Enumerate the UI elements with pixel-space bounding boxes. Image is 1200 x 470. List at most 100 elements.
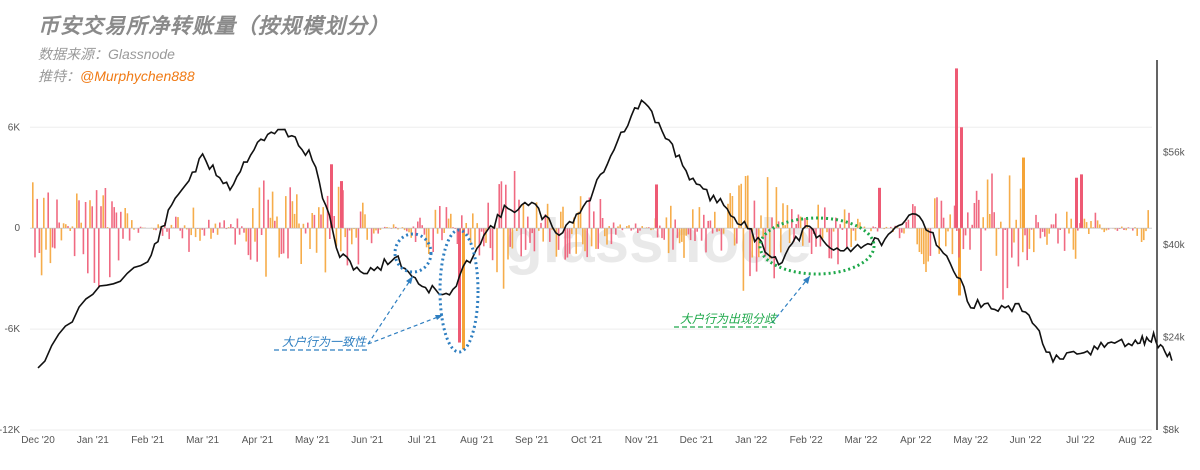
right-tick-label: $56k — [1163, 148, 1186, 159]
whale-bar — [610, 228, 613, 245]
whale-bar — [104, 188, 107, 229]
small-bar — [986, 179, 989, 229]
small-bar — [760, 215, 762, 229]
whale-bar — [454, 228, 456, 229]
small-bar — [425, 228, 428, 248]
small-bar — [982, 217, 984, 229]
x-tick-label: Oct '21 — [571, 435, 603, 446]
small-bar — [1099, 224, 1101, 229]
whale-bar — [377, 228, 379, 234]
whale-bar — [432, 228, 434, 252]
whale-bar — [38, 228, 41, 253]
small-bar — [1008, 175, 1011, 229]
small-bar — [1121, 226, 1123, 229]
small-bar — [641, 226, 643, 229]
small-bar — [582, 228, 584, 245]
whale-bar — [452, 227, 454, 229]
small-bar — [951, 228, 954, 255]
whale-bar — [34, 228, 36, 258]
small-bar — [1125, 228, 1127, 231]
x-tick-label: Aug '22 — [1119, 435, 1153, 446]
whale-bar — [340, 181, 343, 229]
small-bar — [276, 216, 278, 229]
small-bar — [311, 213, 313, 229]
small-bar — [806, 219, 808, 229]
whale-bar — [874, 227, 877, 229]
whale-bar — [716, 228, 718, 232]
small-bar — [434, 209, 437, 229]
data-source: 数据来源：Glassnode — [38, 46, 175, 62]
whale-bar — [709, 220, 712, 229]
whale-bar — [390, 228, 393, 229]
small-bar — [573, 217, 575, 229]
whale-bar — [962, 228, 965, 250]
small-bar — [685, 228, 687, 236]
whale-bar — [419, 217, 421, 229]
whale-bar — [263, 180, 265, 229]
whale-bar — [513, 171, 516, 229]
whale-bar — [808, 228, 811, 243]
whale-bar — [634, 223, 637, 229]
whale-bar — [1052, 224, 1055, 229]
small-bar — [322, 207, 324, 229]
whale-bar — [1127, 227, 1130, 229]
whale-bar — [188, 228, 190, 252]
whale-bar — [707, 220, 709, 229]
small-bar — [571, 228, 573, 235]
small-bar — [192, 207, 195, 229]
small-bar — [958, 228, 961, 296]
small-bar — [183, 225, 186, 229]
small-bar — [335, 228, 338, 247]
whale-bar — [282, 228, 285, 254]
whale-bar — [890, 226, 892, 229]
small-bar — [595, 228, 597, 249]
whale-bar — [694, 228, 696, 241]
small-bar — [775, 187, 778, 229]
small-bar — [302, 223, 305, 229]
whale-bar — [1030, 228, 1033, 230]
small-bar — [923, 228, 925, 265]
whale-bar — [249, 228, 252, 260]
whale-bar — [1026, 228, 1028, 261]
whale-bar — [1037, 222, 1039, 229]
right-tick-label: $24k — [1163, 333, 1186, 344]
x-tick-label: May '22 — [953, 435, 988, 446]
x-tick-label: Apr '21 — [242, 435, 274, 446]
x-tick-label: Sep '21 — [515, 435, 549, 446]
whale-bar — [544, 214, 547, 229]
whale-bar — [973, 203, 976, 229]
whale-bar — [445, 207, 448, 229]
whale-bar — [67, 226, 69, 229]
small-bar — [1114, 228, 1116, 230]
whale-bar — [489, 228, 492, 249]
whale-bar — [878, 187, 881, 229]
right-tick-label: $40k — [1163, 240, 1186, 251]
small-bar — [535, 202, 538, 229]
small-bar — [927, 228, 929, 262]
whale-bar — [155, 228, 157, 231]
whale-bar — [87, 228, 89, 274]
whale-bar — [212, 228, 214, 233]
whale-bar — [95, 190, 98, 229]
whale-bar — [84, 202, 87, 229]
small-bar — [1028, 228, 1031, 249]
whale-bar — [115, 212, 118, 229]
small-bar — [606, 228, 608, 245]
small-bar — [49, 228, 52, 264]
small-bar — [733, 228, 736, 246]
whale-bar — [98, 228, 100, 287]
whale-bar — [676, 228, 679, 238]
small-bar — [817, 204, 819, 229]
small-bar — [362, 202, 364, 229]
small-bar — [45, 228, 47, 250]
small-bar — [590, 228, 593, 247]
whale-bar — [967, 212, 969, 229]
small-bar — [397, 228, 399, 230]
whale-bar — [1002, 228, 1004, 300]
whale-bar — [280, 228, 283, 254]
whale-bar — [509, 228, 511, 247]
small-bar — [740, 183, 742, 229]
right-axis: $56k $40k $24k $8k — [1163, 148, 1186, 437]
small-bar — [896, 226, 899, 229]
whale-bar — [287, 228, 289, 259]
